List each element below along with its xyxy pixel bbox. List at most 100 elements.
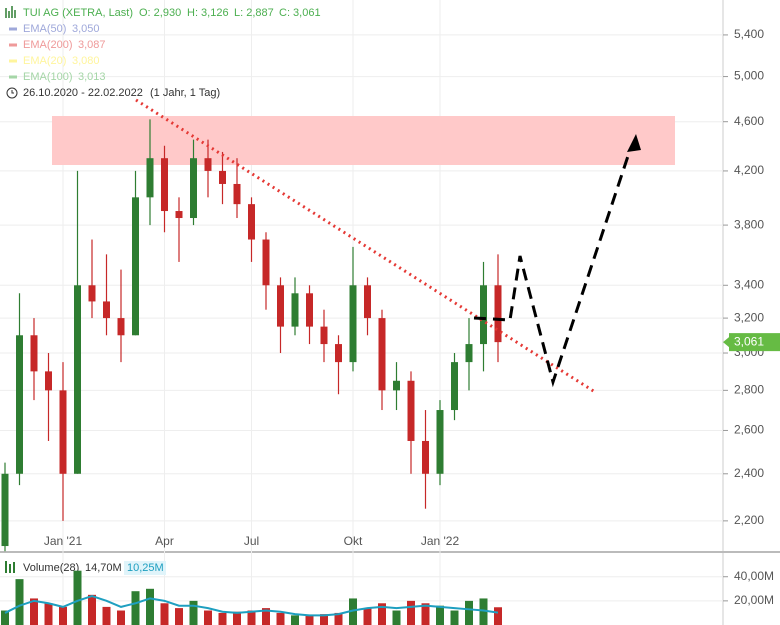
- volume-bar: [407, 600, 415, 625]
- y-tick-label: 3,800: [734, 217, 764, 231]
- chart-icon: [5, 6, 16, 18]
- volume-bar: [146, 588, 154, 625]
- y-tick-label: 40,00M: [734, 569, 774, 583]
- clock-hand: [11, 90, 14, 94]
- period: (1 Jahr, 1 Tag): [150, 87, 220, 99]
- volume-icon: [5, 561, 7, 573]
- candle-body: [320, 326, 328, 345]
- x-tick-label: Jul: [244, 534, 259, 548]
- legend-value: 3,080: [72, 55, 100, 67]
- candle-body: [451, 362, 458, 411]
- volume-bar: [305, 615, 314, 625]
- volume-legend: 10,25M: [127, 562, 164, 574]
- volume-bar: [363, 608, 372, 625]
- volume-bar: [117, 610, 125, 625]
- volume-title: Volume(28): [23, 562, 79, 574]
- y-tick-label: 4,200: [734, 163, 764, 177]
- volume-bar: [349, 598, 357, 625]
- volume-bar: [450, 610, 459, 625]
- volume-bar: [1, 610, 9, 625]
- candle-body: [30, 335, 38, 372]
- volume-bar: [102, 606, 111, 625]
- legend-value: 3,050: [72, 23, 100, 35]
- candle-body: [219, 170, 226, 184]
- date-range: 26.10.2020 - 22.02.2022: [23, 87, 143, 99]
- volume-bar: [73, 570, 82, 625]
- trend-line: [135, 98, 596, 394]
- marks: [1, 119, 502, 552]
- candle-body: [407, 380, 415, 441]
- last-price-tag: [729, 333, 780, 352]
- volume-bar: [262, 608, 270, 625]
- volume-bar: [334, 612, 343, 625]
- legend-label: EMA(20): [23, 55, 66, 67]
- volume-bar: [30, 598, 38, 625]
- candle-body: [204, 158, 212, 171]
- candle-body: [349, 285, 357, 363]
- volume-bar: [175, 608, 183, 625]
- volume-bar: [392, 610, 401, 625]
- y-tick-label: 2,200: [734, 513, 764, 527]
- volume-bar: [88, 594, 96, 625]
- candle-body: [465, 344, 473, 363]
- clock-icon: [6, 87, 18, 99]
- y-tick-label: 2,800: [734, 383, 764, 397]
- volume-icon: [9, 564, 11, 573]
- candle-body: [364, 285, 371, 319]
- candle-body: [161, 158, 168, 212]
- volume-bar: [276, 612, 285, 625]
- candle-body: [393, 380, 400, 391]
- ohlc-label: H: 3,126: [187, 7, 229, 19]
- volume-bar: [291, 615, 299, 625]
- volume-bar: [465, 600, 473, 625]
- y-tick-label: 5,400: [734, 27, 764, 41]
- volume-bar: [378, 603, 386, 625]
- candle-body: [378, 318, 386, 391]
- candle-body: [494, 285, 502, 343]
- legend-value: 3,013: [78, 71, 106, 83]
- volume-bar: [59, 606, 67, 625]
- volume-legend-box: [124, 561, 166, 575]
- y-tick-label: 3,400: [734, 277, 764, 291]
- candle-body: [74, 285, 81, 474]
- candle-body: [480, 285, 487, 345]
- last-price-pointer: [723, 337, 729, 348]
- candle-body: [248, 204, 255, 240]
- y-tick-label: 20,00M: [734, 593, 774, 607]
- candle-body: [335, 344, 342, 363]
- candle-body: [233, 183, 241, 205]
- candle-body: [306, 293, 313, 327]
- candle-body: [117, 318, 125, 336]
- x-tick-label: Apr: [155, 534, 174, 548]
- last-price-label: 3,061: [734, 334, 764, 348]
- candle-body: [103, 301, 110, 319]
- volume-average: [4, 594, 499, 617]
- legend-label: EMA(100): [23, 71, 73, 83]
- x-tick-label: Okt: [344, 534, 363, 548]
- candle-body: [132, 197, 139, 336]
- projection-arrow: [627, 134, 641, 152]
- candle-body: [175, 211, 183, 219]
- y-tick-label: 4,600: [734, 114, 764, 128]
- volume-bar: [189, 600, 198, 625]
- y-tick-label: 5,000: [734, 69, 764, 83]
- ohlc-label: O: 2,930: [139, 7, 181, 19]
- header: TUI AG (XETRA, Last) O: 2,930 H: 3,126 L…: [5, 6, 321, 99]
- legend-value: 3,087: [78, 39, 106, 51]
- volume-bar: [320, 614, 328, 625]
- candle-body: [422, 440, 429, 474]
- candle-body: [190, 158, 197, 219]
- volume-bar: [160, 603, 169, 625]
- volume-icon: [13, 562, 15, 573]
- candle-body: [262, 239, 270, 286]
- volume-bar: [15, 579, 24, 625]
- y-tick-label: 2,400: [734, 466, 764, 480]
- volume-bar: [44, 603, 53, 625]
- candle-body: [277, 285, 284, 327]
- y-tick-label: 2,600: [734, 423, 764, 437]
- candle-body: [146, 158, 154, 198]
- volume-bar: [131, 591, 140, 625]
- candle-body: [45, 371, 52, 391]
- chart-title: TUI AG (XETRA, Last): [23, 7, 133, 19]
